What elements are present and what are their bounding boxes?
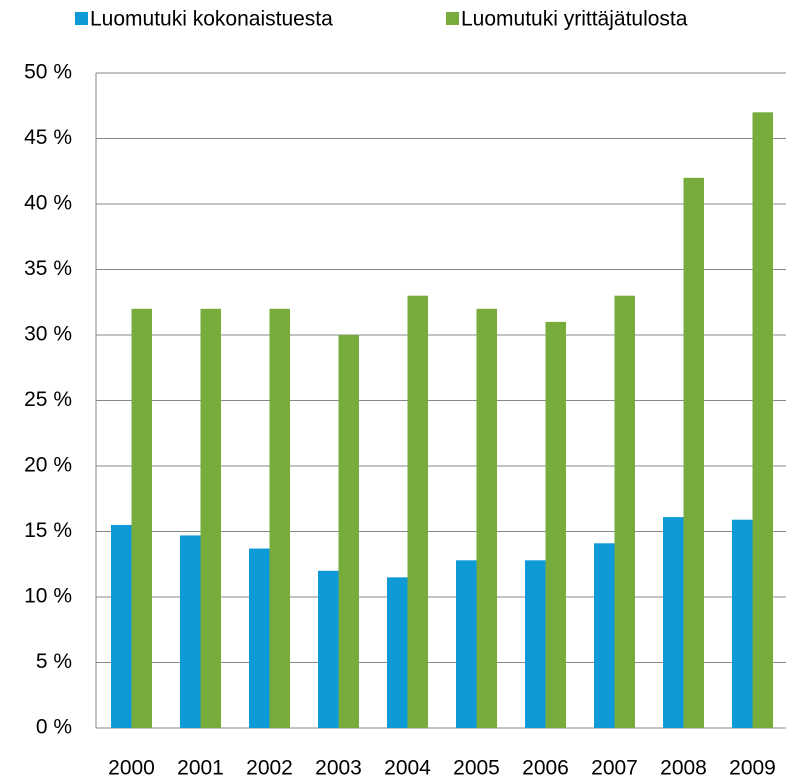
- legend-label: Luomutuki kokonaistuesta: [90, 8, 333, 31]
- x-tick-label: 2006: [522, 757, 569, 780]
- bar: [732, 519, 753, 728]
- y-tick-label: 35 %: [24, 257, 72, 280]
- bar: [318, 570, 339, 728]
- bar: [387, 577, 408, 728]
- x-tick-label: 2002: [246, 757, 293, 780]
- y-tick-label: 50 %: [24, 61, 72, 84]
- y-tick-label: 5 %: [36, 650, 72, 673]
- bar: [525, 560, 546, 728]
- y-tick-label: 45 %: [24, 126, 72, 149]
- bar: [131, 308, 152, 728]
- x-tick-label: 2009: [729, 757, 776, 780]
- bar: [200, 308, 221, 728]
- x-tick-label: 2001: [177, 757, 224, 780]
- x-tick-label: 2008: [660, 757, 707, 780]
- bar: [338, 335, 359, 728]
- bar: [407, 295, 428, 728]
- bar: [180, 535, 201, 728]
- y-tick-label: 10 %: [24, 585, 72, 608]
- bar: [456, 560, 477, 728]
- y-tick-label: 30 %: [24, 323, 72, 346]
- bar: [249, 548, 270, 728]
- legend-swatch: [446, 12, 459, 25]
- y-tick-label: 0 %: [36, 716, 72, 739]
- y-tick-label: 40 %: [24, 192, 72, 215]
- legend-label: Luomutuki yrittäjätulosta: [461, 8, 688, 31]
- y-tick-label: 20 %: [24, 454, 72, 477]
- y-tick-label: 15 %: [24, 519, 72, 542]
- bar: [663, 517, 684, 728]
- bar: [683, 177, 704, 729]
- x-tick-label: 2004: [384, 757, 431, 780]
- bar: [476, 308, 497, 728]
- x-tick-label: 2007: [591, 757, 638, 780]
- x-tick-label: 2000: [108, 757, 155, 780]
- x-tick-label: 2005: [453, 757, 500, 780]
- bar: [614, 295, 635, 728]
- x-tick-label: 2003: [315, 757, 362, 780]
- bar: [111, 524, 132, 728]
- bar: [269, 308, 290, 728]
- y-tick-label: 25 %: [24, 388, 72, 411]
- legend-swatch: [75, 12, 88, 25]
- bar: [752, 112, 773, 729]
- bar: [545, 321, 566, 728]
- bar: [594, 543, 615, 728]
